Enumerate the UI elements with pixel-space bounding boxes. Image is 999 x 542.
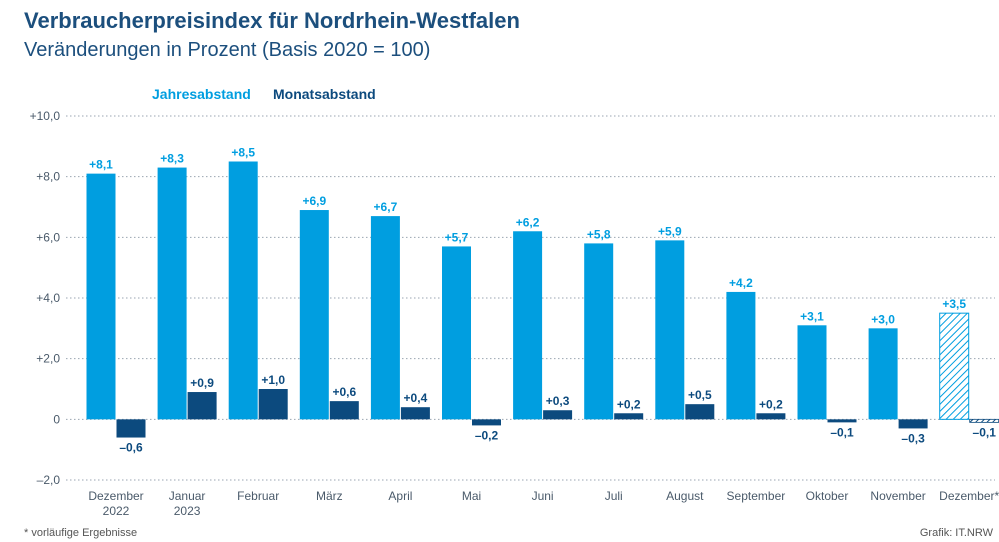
bar-jahresabstand (228, 161, 258, 420)
bar-monatsabstand (685, 404, 715, 420)
data-label-monatsabstand: +0,6 (332, 385, 356, 399)
footnote: * vorläufige Ergebnisse (24, 527, 138, 539)
data-label-monatsabstand: –0,2 (475, 428, 499, 442)
bar-monatsabstand (969, 418, 999, 423)
bar-monatsabstand (400, 407, 430, 420)
data-label-monatsabstand: –0,1 (973, 425, 997, 439)
bar-jahresabstand (797, 325, 827, 420)
bar-jahresabstand (655, 240, 685, 420)
bar-jahresabstand (513, 231, 543, 420)
data-label-jahresabstand: +3,5 (942, 297, 966, 311)
x-tick-label: November (870, 489, 925, 503)
y-tick-label: –2,0 (37, 473, 61, 487)
data-label-jahresabstand: +6,7 (374, 200, 398, 214)
data-label-jahresabstand: +4,2 (729, 276, 753, 290)
y-tick-label: 0 (53, 412, 60, 426)
x-tick-label: Oktober (806, 489, 849, 503)
legend-label-jahresabstand: Jahresabstand (152, 86, 251, 102)
x-tick-label: März (316, 489, 343, 503)
source-credit: Grafik: IT.NRW (919, 527, 993, 539)
legend-monatsabstand: Monatsabstand (273, 86, 376, 102)
legend-label-monatsabstand: Monatsabstand (273, 86, 376, 102)
bar-jahresabstand (86, 173, 116, 420)
x-tick-label: August (666, 489, 704, 503)
bar-monatsabstand (827, 419, 857, 423)
x-tick-label: Februar (237, 489, 279, 503)
x-tick-label: April (388, 489, 412, 503)
data-label-monatsabstand: +0,5 (688, 388, 712, 402)
bar-jahresabstand (939, 312, 970, 420)
bar-monatsabstand (614, 413, 644, 420)
x-tick-label: 2022 (103, 504, 130, 518)
bar-monatsabstand (756, 413, 786, 420)
bar-monatsabstand (329, 401, 359, 420)
bar-monatsabstand (116, 419, 146, 438)
data-label-monatsabstand: –0,6 (119, 441, 143, 455)
bar-jahresabstand (726, 291, 756, 420)
bar-monatsabstand (187, 392, 217, 420)
y-tick-label: +4,0 (36, 291, 60, 305)
x-tick-label: Juni (532, 489, 554, 503)
data-label-monatsabstand: –0,3 (901, 431, 925, 445)
data-label-monatsabstand: +0,2 (617, 397, 641, 411)
data-label-monatsabstand: +1,0 (261, 373, 285, 387)
x-tick-label: September (727, 489, 786, 503)
bar-jahresabstand (157, 167, 187, 420)
bar-monatsabstand (543, 410, 573, 420)
data-label-jahresabstand: +5,8 (587, 227, 611, 241)
bar-jahresabstand (442, 246, 471, 420)
data-label-jahresabstand: +5,7 (445, 230, 469, 244)
x-tick-label: Mai (462, 489, 481, 503)
data-label-jahresabstand: +8,5 (231, 146, 255, 160)
data-label-jahresabstand: +6,2 (516, 215, 540, 229)
y-tick-label: +8,0 (36, 170, 60, 184)
data-label-jahresabstand: +3,1 (800, 309, 824, 323)
bar-monatsabstand (472, 419, 501, 426)
data-label-monatsabstand: +0,2 (759, 397, 783, 411)
data-label-jahresabstand: +8,1 (89, 158, 113, 172)
bar-monatsabstand (258, 389, 288, 420)
chart-subtitle: Veränderungen in Prozent (Basis 2020 = 1… (24, 39, 431, 61)
x-tick-label: 2023 (174, 504, 201, 518)
bar-monatsabstand (898, 419, 928, 429)
y-tick-label: +10,0 (30, 109, 61, 123)
legend-jahresabstand: Jahresabstand (152, 86, 251, 102)
y-tick-label: +2,0 (36, 352, 60, 366)
data-label-monatsabstand: +0,4 (404, 391, 428, 405)
x-tick-label: Dezember* (939, 489, 999, 503)
chart-title: Verbraucherpreisindex für Nordrhein-West… (24, 8, 520, 33)
x-tick-label: Juli (605, 489, 623, 503)
data-label-monatsabstand: +0,9 (190, 376, 214, 390)
data-label-jahresabstand: +6,9 (302, 194, 326, 208)
data-label-jahresabstand: +8,3 (160, 152, 184, 166)
x-tick-label: Januar (169, 489, 206, 503)
bar-jahresabstand (299, 210, 329, 420)
y-tick-label: +6,0 (36, 230, 60, 244)
bar-jahresabstand (370, 216, 400, 420)
data-label-monatsabstand: –0,1 (830, 425, 854, 439)
data-label-jahresabstand: +5,9 (658, 224, 682, 238)
data-label-jahresabstand: +3,0 (871, 312, 895, 326)
bar-jahresabstand (868, 328, 898, 420)
x-tick-label: Dezember (88, 489, 143, 503)
bar-jahresabstand (584, 243, 614, 420)
data-label-monatsabstand: +0,3 (546, 394, 570, 408)
